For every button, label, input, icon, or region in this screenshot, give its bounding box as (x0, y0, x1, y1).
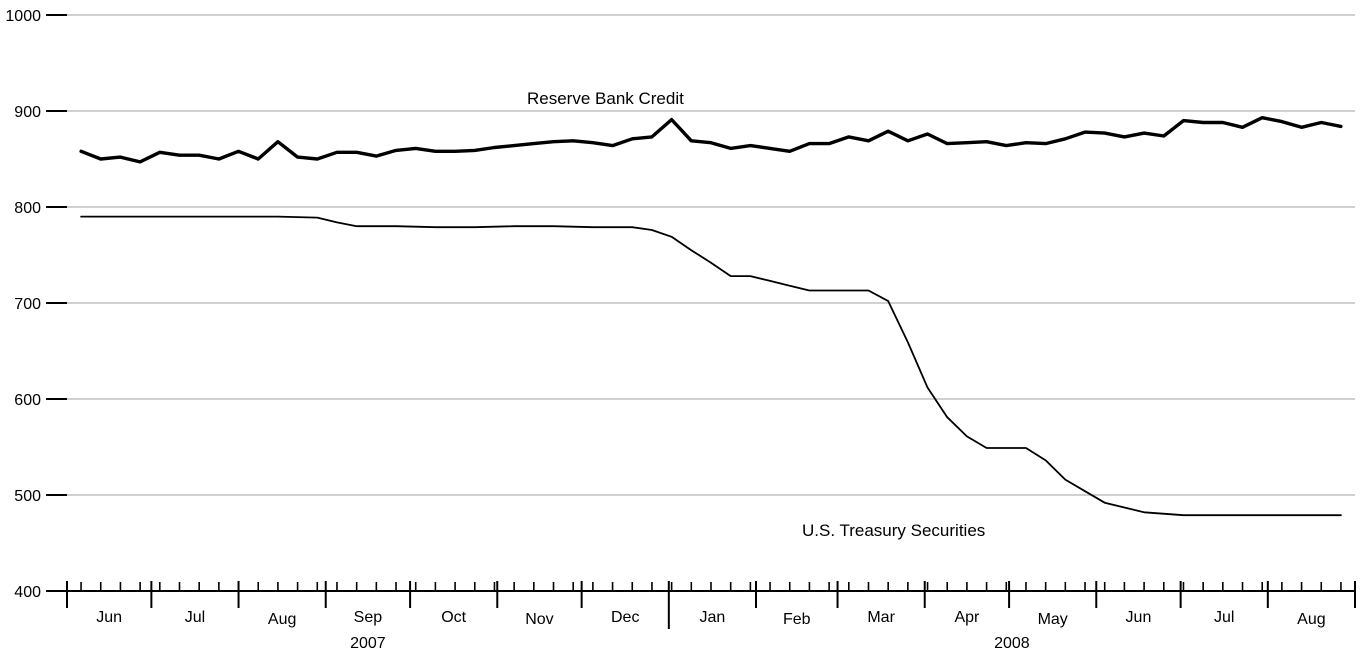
x-tick-label: Apr (954, 609, 980, 626)
x-tick-label: Jun (1126, 609, 1152, 626)
y-tick-label: 500 (14, 488, 41, 505)
x-year-label: 2007 (350, 635, 386, 652)
x-tick-label: Mar (867, 609, 895, 626)
x-tick-label: Sep (354, 609, 383, 626)
y-axis: 400 500 600 700 800 900 1000 (5, 8, 67, 601)
x-tick-label: Oct (441, 609, 466, 626)
x-axis: Jun Jul Aug Sep Oct Nov Dec Jan Feb Mar Apr May Jun J… (66, 581, 1356, 652)
series-labels: Reserve Bank Credit U.S. Treasury Securi… (527, 89, 985, 540)
y-tick-label: 700 (14, 296, 41, 313)
x-tick-label: May (1038, 611, 1068, 628)
x-tick-label: Jul (185, 609, 205, 626)
series-line-reserve-bank-credit (79, 115, 1343, 164)
y-tick-label: 800 (14, 200, 41, 217)
x-tick-label: Nov (525, 611, 553, 628)
gridlines (67, 14, 1355, 496)
series-lines (79, 115, 1343, 517)
x-tick-label: Dec (611, 609, 639, 626)
series-label-reserve-bank-credit: Reserve Bank Credit (527, 89, 684, 108)
x-tick-label: Jul (1214, 609, 1234, 626)
y-tick-label: 1000 (5, 8, 41, 25)
x-tick-label: Jun (96, 609, 122, 626)
y-tick-label: 600 (14, 392, 41, 409)
x-year-label: 2008 (994, 635, 1030, 652)
x-tick-label: Feb (783, 611, 811, 628)
y-tick-label: 900 (14, 104, 41, 121)
y-tick-label: 400 (14, 584, 41, 601)
series-line-us-treasury-securities (80, 215, 1342, 517)
x-tick-label: Jan (700, 609, 726, 626)
series-label-us-treasury-securities: U.S. Treasury Securities (802, 521, 985, 540)
x-tick-label: Aug (268, 611, 296, 628)
x-tick-label: Aug (1297, 611, 1325, 628)
